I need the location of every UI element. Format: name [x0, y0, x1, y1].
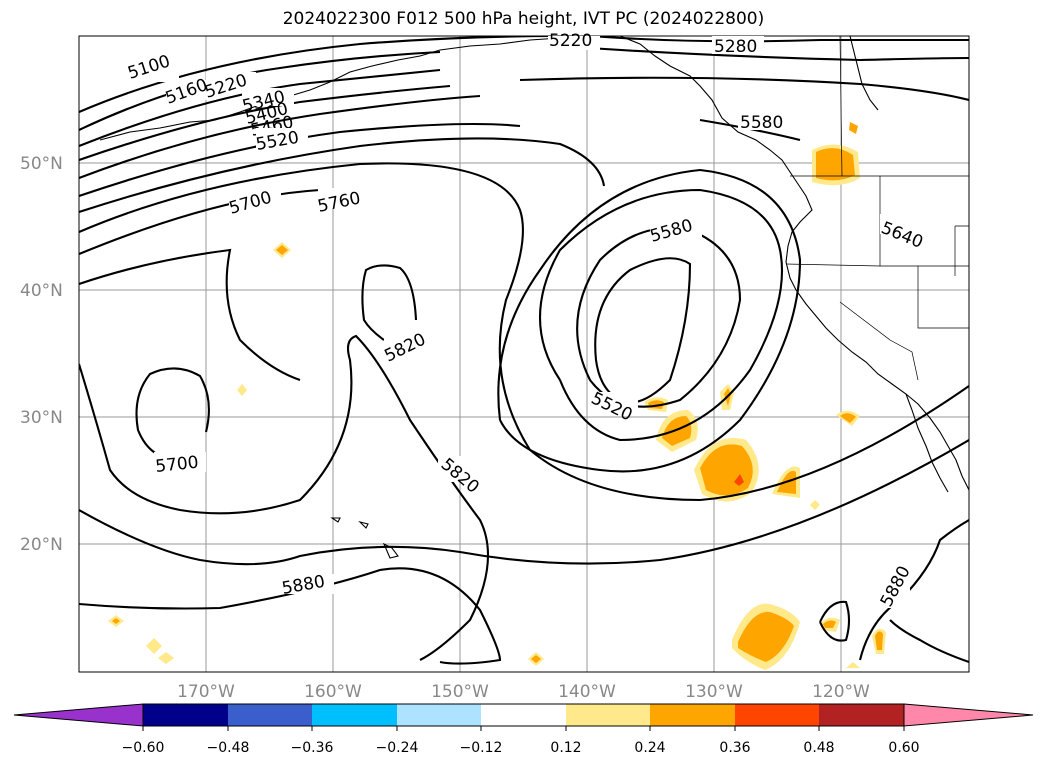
map-area	[79, 36, 969, 672]
colorbar-tick-label: 0.48	[803, 740, 834, 756]
lat-tick-label: 20°N	[20, 535, 63, 555]
contour-label: 5700	[154, 453, 199, 477]
colorbar-segment	[650, 704, 735, 726]
lat-tick-label: 40°N	[20, 281, 63, 301]
borders	[785, 36, 969, 381]
height-contours	[79, 36, 969, 665]
lon-tick-label: 140°W	[558, 682, 616, 702]
colorbar-tick-label: −0.48	[207, 740, 250, 756]
colorbar-segment	[481, 704, 566, 726]
colorbar-extend-right	[903, 703, 1034, 727]
lat-tick-label: 50°N	[20, 154, 63, 174]
colorbar-tick-label: 0.24	[634, 740, 665, 756]
lon-tick-label: 130°W	[685, 682, 743, 702]
lon-tick-label: 150°W	[431, 682, 489, 702]
colorbar-tick-label: −0.24	[376, 740, 419, 756]
colorbar-tick-label: −0.60	[122, 740, 165, 756]
map-frame	[78, 35, 970, 673]
colorbar-extend-left	[13, 703, 144, 727]
map-title: 2024022300 F012 500 hPa height, IVT PC (…	[282, 9, 765, 29]
colorbar-tick-label: 0.12	[550, 740, 581, 756]
colorbar-tick-label: 0.36	[719, 740, 750, 756]
colorbar-segment	[143, 704, 228, 726]
lon-tick-label: 170°W	[177, 682, 235, 702]
contour-label: 5580	[740, 113, 783, 133]
colorbar-segment	[735, 704, 819, 726]
lat-axis: 50°N 40°N 30°N 20°N	[20, 154, 63, 555]
colorbar: −0.60 −0.48 −0.36 −0.24 −0.12 0.12 0.24 …	[13, 703, 1034, 756]
colorbar-segment	[397, 704, 481, 726]
colorbar-tick-label: −0.12	[460, 740, 503, 756]
colorbar-segment	[228, 704, 312, 726]
lon-tick-label: 120°W	[812, 682, 870, 702]
colorbar-segment	[819, 704, 904, 726]
lat-tick-label: 30°N	[20, 408, 63, 428]
colorbar-tick-label: −0.36	[291, 740, 334, 756]
colorbar-segment	[312, 704, 397, 726]
contour-label: 5280	[714, 37, 757, 57]
lon-axis: 170°W 160°W 150°W 140°W 130°W 120°W	[177, 682, 870, 702]
contour-label: 5220	[549, 31, 592, 51]
lon-tick-label: 160°W	[304, 682, 362, 702]
colorbar-segment	[566, 704, 650, 726]
colorbar-tick-label: 0.60	[888, 740, 919, 756]
